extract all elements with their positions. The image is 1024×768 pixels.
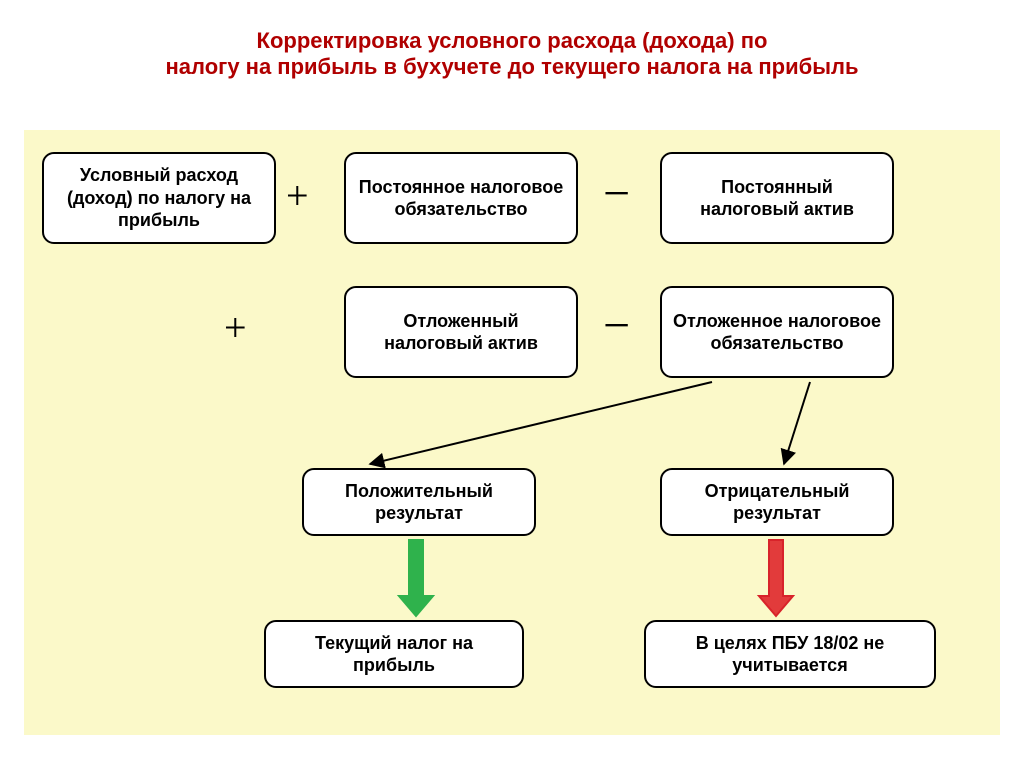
box-label: Отложенный налоговый актив [356, 310, 566, 355]
box-permanent-tax-asset: Постоянный налоговый актив [660, 152, 894, 244]
box-label: Положительный результат [314, 480, 524, 525]
arrow-red-icon [759, 540, 793, 616]
box-negative-result: Отрицательный результат [660, 468, 894, 536]
arrow-green-icon [399, 540, 433, 616]
box-label: Отложенное налоговое обязательство [672, 310, 882, 355]
operator-plus-1: + [286, 176, 309, 216]
title-line-1: Корректировка условного расхода (дохода)… [0, 28, 1024, 54]
box-positive-result: Положительный результат [302, 468, 536, 536]
operator-plus-2: + [224, 308, 247, 348]
box-label: Постоянное налоговое обязательство [356, 176, 566, 221]
arrow-to-negative [784, 382, 810, 464]
box-deferred-tax-asset: Отложенный налоговый актив [344, 286, 578, 378]
arrow-to-positive [370, 382, 712, 464]
box-deferred-tax-liability: Отложенное налоговое обязательство [660, 286, 894, 378]
box-label: Текущий налог на прибыль [276, 632, 512, 677]
operator-minus-1: − [603, 170, 630, 218]
box-label: В целях ПБУ 18/02 не учитывается [656, 632, 924, 677]
diagram-canvas: Условный расход (доход) по налогу на при… [24, 130, 1000, 735]
box-not-counted: В целях ПБУ 18/02 не учитывается [644, 620, 936, 688]
operator-minus-2: − [603, 302, 630, 350]
page-title: Корректировка условного расхода (дохода)… [0, 28, 1024, 80]
box-label: Условный расход (доход) по налогу на при… [54, 164, 264, 232]
box-current-tax: Текущий налог на прибыль [264, 620, 524, 688]
box-permanent-tax-liability: Постоянное налоговое обязательство [344, 152, 578, 244]
title-line-2: налогу на прибыль в бухучете до текущего… [0, 54, 1024, 80]
box-conditional-expense: Условный расход (доход) по налогу на при… [42, 152, 276, 244]
box-label: Отрицательный результат [672, 480, 882, 525]
box-label: Постоянный налоговый актив [672, 176, 882, 221]
